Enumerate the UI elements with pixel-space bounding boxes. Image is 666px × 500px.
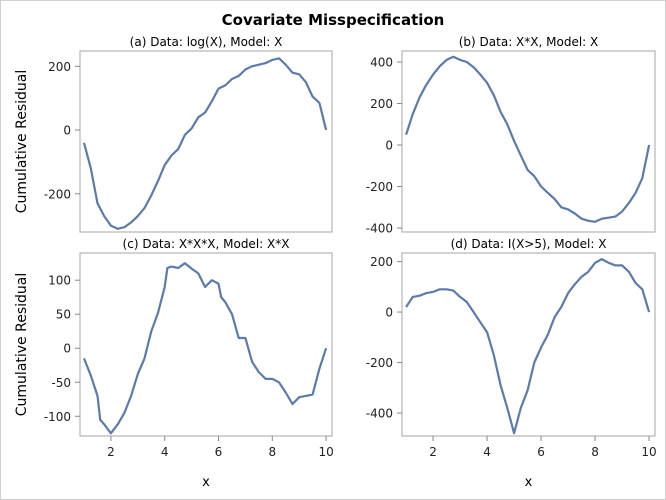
y-tick-label: -100 xyxy=(44,410,71,424)
y-tick-label: 0 xyxy=(385,306,393,320)
panel-title: (a) Data: log(X), Model: X xyxy=(130,35,283,49)
y-tick-label: 200 xyxy=(370,255,393,269)
x-tick-label: 6 xyxy=(215,445,223,459)
x-tick-label: 2 xyxy=(107,445,115,459)
y-tick-label: -200 xyxy=(366,356,393,370)
y-tick-label: 400 xyxy=(370,56,393,70)
y-tick-label: 0 xyxy=(63,342,71,356)
plot-frame xyxy=(401,252,656,437)
y-tick-label: -400 xyxy=(366,407,393,421)
y-axis-label: Cumulative Residual xyxy=(14,273,30,416)
y-tick-label: 100 xyxy=(48,274,71,288)
y-tick-label: 0 xyxy=(385,139,393,153)
x-tick-label: 2 xyxy=(429,445,437,459)
y-tick-label: 50 xyxy=(56,308,71,322)
panel-title: (d) Data: I(X>5), Model: X xyxy=(451,237,607,251)
x-tick-label: 10 xyxy=(318,445,333,459)
x-axis-label: x xyxy=(202,475,210,490)
panel-title: (c) Data: X*X*X, Model: X*X xyxy=(123,237,290,251)
y-tick-label: -400 xyxy=(366,222,393,236)
x-tick-label: 4 xyxy=(483,445,491,459)
plot-frame xyxy=(79,50,333,233)
panel-0: (a) Data: log(X), Model: X -200 0 200 Cumula… xyxy=(14,35,333,233)
y-axis-label: Cumulative Residual xyxy=(14,70,30,213)
series-line xyxy=(82,262,328,435)
panel-2: (c) Data: X*X*X, Model: X*X -100 -50 0 50 100… xyxy=(14,237,334,490)
plot-frame xyxy=(401,50,656,233)
y-tick-label: -50 xyxy=(51,376,71,390)
x-tick-label: 4 xyxy=(161,445,169,459)
x-tick-label: 6 xyxy=(537,445,545,459)
x-tick-label: 10 xyxy=(641,445,656,459)
x-tick-label: 8 xyxy=(591,445,599,459)
x-axis-label: x xyxy=(525,475,533,490)
series-line xyxy=(405,55,651,223)
panel-3: (d) Data: I(X>5), Model: X -400 -200 0 200 2 4… xyxy=(366,237,657,490)
y-tick-label: 200 xyxy=(370,97,393,111)
series-line xyxy=(405,258,651,435)
y-tick-label: -200 xyxy=(44,187,71,201)
panel-1: (b) Data: X*X, Model: X -400 -200 0 200 400 xyxy=(366,35,656,236)
y-tick-label: -200 xyxy=(366,180,393,194)
series-line xyxy=(82,57,328,230)
y-tick-label: 200 xyxy=(48,60,71,74)
plot-frame xyxy=(79,252,333,437)
figure-title: Covariate Misspecification xyxy=(222,11,445,29)
x-tick-label: 8 xyxy=(268,445,276,459)
y-tick-label: 0 xyxy=(63,124,71,138)
panel-title: (b) Data: X*X, Model: X xyxy=(459,35,598,49)
